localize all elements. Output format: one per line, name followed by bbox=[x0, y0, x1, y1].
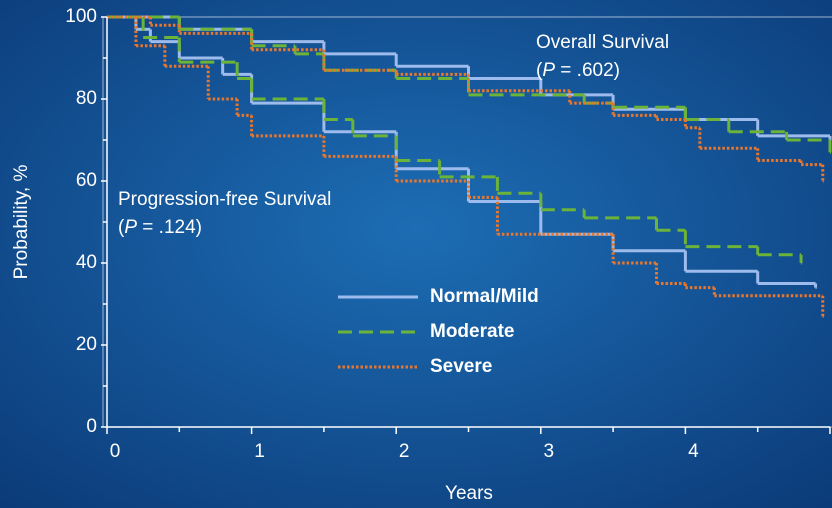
annotation-part: ( bbox=[536, 60, 543, 81]
x-tick-label: 4 bbox=[688, 441, 699, 462]
legend-label: Severe bbox=[430, 356, 492, 377]
legend-label: Moderate bbox=[430, 321, 514, 342]
x-tick-label: 0 bbox=[110, 441, 121, 462]
x-tick-label: 3 bbox=[544, 441, 555, 462]
y-tick-label: 100 bbox=[65, 6, 97, 27]
annotation-part: = .124) bbox=[137, 217, 202, 238]
annotation-part: P bbox=[542, 60, 555, 81]
annotation: Overall Survival bbox=[536, 32, 669, 53]
curves bbox=[107, 15, 832, 318]
legend-label: Normal/Mild bbox=[430, 286, 539, 307]
y-tick-label: 60 bbox=[76, 170, 97, 191]
y-tick-label: 80 bbox=[76, 88, 97, 109]
x-tick-label: 1 bbox=[254, 441, 265, 462]
annotation-part: P bbox=[124, 217, 137, 238]
y-tick-label: 0 bbox=[86, 416, 97, 437]
annotation: Progression-free Survival bbox=[118, 189, 331, 210]
annotation-part: = .602) bbox=[555, 60, 620, 81]
x-axis-label: Years bbox=[445, 483, 493, 504]
y-axis-label: Probability, % bbox=[11, 165, 32, 280]
x-tick-label: 2 bbox=[399, 441, 410, 462]
y-tick-label: 20 bbox=[76, 334, 97, 355]
annotation-p: (P = .602) bbox=[536, 60, 620, 81]
annotation-p: (P = .124) bbox=[118, 217, 202, 238]
annotation-part: ( bbox=[118, 217, 125, 238]
y-tick-label: 40 bbox=[76, 252, 97, 273]
